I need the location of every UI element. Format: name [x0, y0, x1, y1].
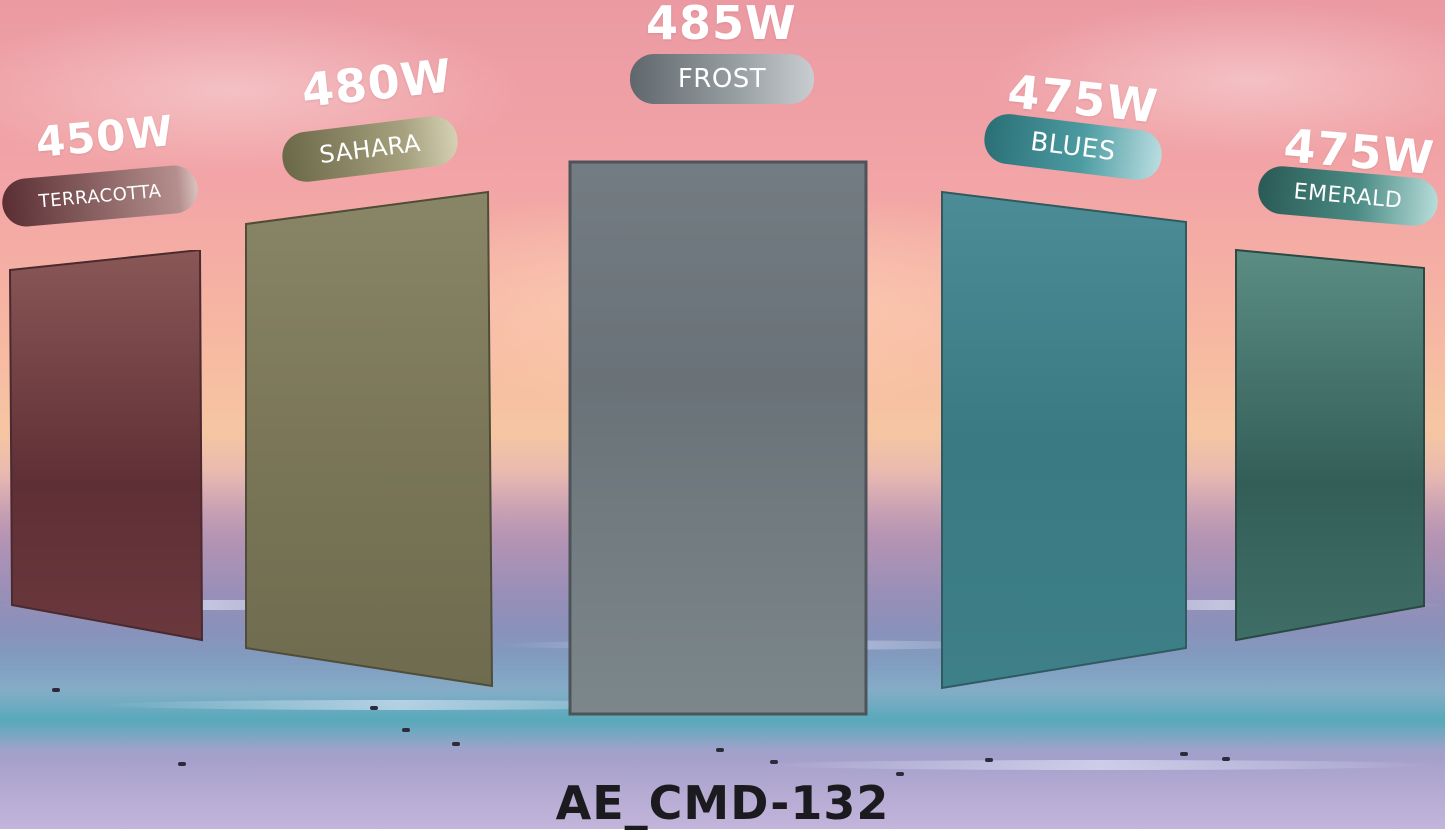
panel-blues — [938, 190, 1190, 690]
surfer — [370, 706, 378, 710]
surfer — [452, 742, 460, 746]
model-title: AE_CMD-132 — [555, 776, 890, 830]
panel-sahara — [244, 190, 496, 688]
surfer — [716, 748, 724, 752]
surfer — [985, 758, 993, 762]
panel-terracotta — [8, 250, 204, 642]
surfer — [402, 728, 410, 732]
wave-crest — [760, 760, 1440, 770]
name-pill-frost: FROST — [630, 54, 814, 104]
panel-frost — [568, 160, 870, 716]
power-label-frost: 485W — [646, 0, 797, 50]
wave-crest — [0, 600, 420, 610]
surfer — [770, 760, 778, 764]
surfer — [52, 688, 60, 692]
surfer — [1222, 757, 1230, 761]
surfer — [1180, 752, 1188, 756]
panel-emerald — [1232, 248, 1428, 644]
surfer — [896, 772, 904, 776]
surfer — [178, 762, 186, 766]
wave-crest — [100, 700, 700, 710]
wave-crest — [1000, 600, 1445, 610]
